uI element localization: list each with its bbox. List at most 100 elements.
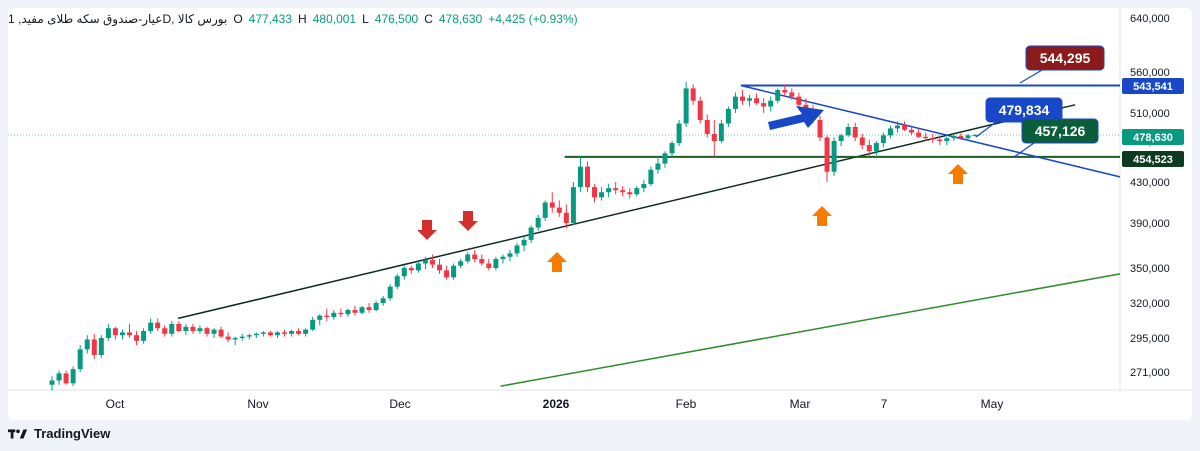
candle-body	[253, 333, 259, 336]
tradingview-brand: TradingView	[34, 426, 111, 441]
candle	[155, 318, 161, 331]
candle-body	[218, 329, 224, 337]
y-tick-label: 430,000	[1130, 177, 1170, 189]
callout-connector	[1013, 142, 1035, 158]
candle	[197, 325, 203, 334]
candle-body	[725, 108, 731, 124]
candle	[704, 114, 710, 138]
candle-body	[754, 98, 760, 104]
candle-body	[627, 192, 633, 195]
price-label: 454,523	[1122, 151, 1184, 167]
candle	[303, 328, 309, 337]
candle	[401, 265, 407, 280]
candle-body	[641, 184, 647, 189]
candle	[507, 250, 513, 262]
candle	[380, 296, 386, 306]
candle-body	[831, 141, 837, 172]
candle-body	[324, 315, 330, 317]
candle	[909, 125, 915, 136]
candle	[676, 120, 682, 147]
candle	[408, 265, 414, 274]
candle-body	[887, 128, 893, 136]
candle-body	[98, 338, 104, 355]
candle-body	[923, 136, 929, 139]
candle-body	[972, 134, 978, 136]
candle	[267, 331, 273, 337]
price-label-text: 478,630	[1133, 132, 1173, 144]
candle-body	[437, 264, 443, 271]
candle-body	[937, 139, 943, 141]
tradingview-logo-icon	[8, 428, 28, 439]
candle	[352, 305, 358, 316]
candle	[422, 256, 428, 270]
candle-body	[493, 259, 499, 268]
candle-body	[902, 125, 908, 130]
candle-body	[359, 307, 365, 313]
candle-body	[465, 254, 471, 262]
candle-body	[345, 310, 351, 315]
candle	[514, 243, 520, 257]
candle	[852, 122, 858, 141]
candle	[824, 135, 830, 182]
candle	[141, 328, 147, 344]
candle-body	[267, 332, 273, 336]
candle	[718, 120, 724, 144]
candle-body	[451, 265, 457, 278]
candle	[592, 184, 598, 203]
candle-body	[761, 103, 767, 107]
candle-body	[894, 125, 900, 129]
candle-body	[965, 135, 971, 139]
candle-body	[592, 187, 598, 198]
candle-body	[119, 332, 125, 336]
candle	[394, 273, 400, 289]
candle-body	[458, 261, 464, 266]
price-label-box	[1025, 45, 1105, 71]
candle	[747, 94, 753, 107]
candle-body	[711, 134, 717, 141]
candle	[732, 92, 738, 113]
callout-connector	[975, 121, 997, 138]
price-label-box	[1122, 78, 1184, 94]
candle	[119, 329, 125, 340]
candle-body	[697, 100, 703, 120]
candle-body	[155, 322, 161, 329]
candle-body	[127, 332, 133, 336]
candle	[577, 156, 583, 193]
candle-body	[577, 166, 583, 188]
candle-body	[197, 328, 203, 331]
candle	[183, 324, 189, 336]
x-tick-label: Feb	[676, 397, 697, 411]
symbol-name[interactable]: عیار-صندوق سکه طلای مفید, 1D, بورس کالا	[8, 12, 228, 26]
candle-body	[859, 137, 865, 146]
candle-body	[838, 135, 844, 141]
candle-body	[91, 339, 97, 355]
candle-body	[380, 298, 386, 303]
tradingview-footer[interactable]: TradingView	[8, 426, 110, 441]
low-value: 476,500	[374, 12, 419, 26]
candle-body	[739, 96, 745, 101]
candle	[697, 96, 703, 124]
candle	[310, 317, 316, 331]
candle-body	[768, 100, 774, 107]
candle	[535, 214, 541, 231]
candle-body	[70, 369, 76, 384]
candle	[415, 261, 421, 273]
candle	[465, 252, 471, 264]
candle-body	[183, 326, 189, 331]
candle	[331, 310, 337, 320]
candle	[162, 325, 168, 337]
candle	[690, 84, 696, 105]
candle	[599, 187, 605, 201]
candle	[655, 156, 661, 174]
candle-body	[690, 88, 696, 101]
candle	[239, 333, 245, 341]
candle	[127, 324, 133, 338]
candle-body	[535, 217, 541, 228]
symbol-header: عیار-صندوق سکه طلای مفید, 1D, بورس کالا …	[8, 12, 578, 26]
price-label-box	[1122, 129, 1184, 145]
candle-body	[549, 202, 555, 208]
candle-body	[148, 322, 154, 331]
y-tick-label: 640,000	[1130, 13, 1170, 25]
price-label-box	[1021, 118, 1099, 144]
